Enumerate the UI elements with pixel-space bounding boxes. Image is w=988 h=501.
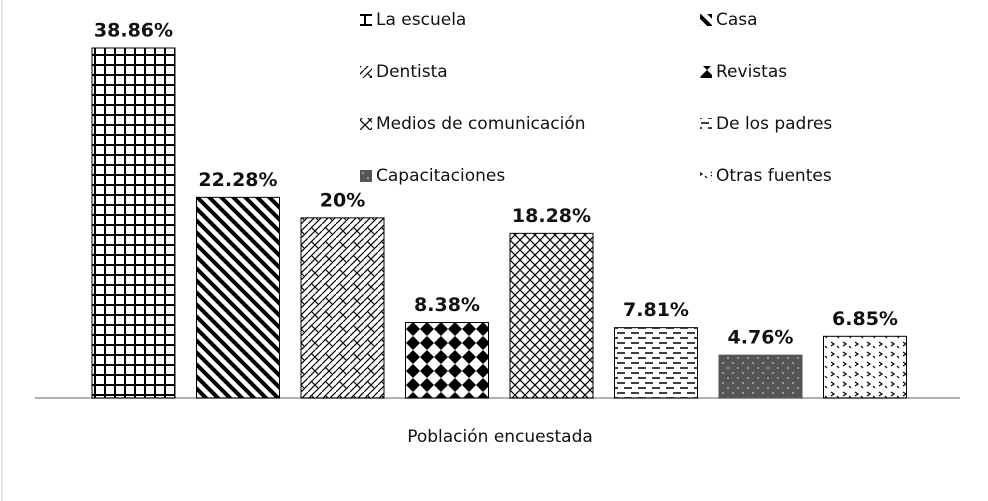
legend-label: La escuela [376, 10, 466, 30]
data-label: 22.28% [198, 169, 277, 191]
data-label: 7.81% [623, 299, 689, 321]
data-label: 18.28% [512, 205, 591, 227]
x-axis-label: Población encuestada [407, 427, 593, 447]
bar [509, 232, 594, 399]
legend-swatch [700, 118, 712, 130]
legend-label: Dentista [376, 62, 448, 82]
legend-label: Medios de comunicación [376, 114, 586, 134]
bar [196, 196, 280, 399]
legend-label: Revistas [716, 62, 787, 82]
data-label: 6.85% [832, 308, 898, 330]
legend-swatch [700, 170, 712, 182]
legend-swatch [700, 66, 712, 78]
legend-swatch [360, 14, 372, 26]
data-label: 4.76% [728, 327, 794, 349]
bar [405, 322, 489, 399]
data-label: 38.86% [94, 20, 173, 42]
legend-swatch [360, 170, 372, 182]
bar [614, 327, 698, 399]
legend-swatch [360, 66, 372, 78]
bar [823, 335, 907, 399]
bar [91, 47, 176, 399]
legend-swatch [360, 118, 372, 130]
legend-label: De los padres [716, 114, 832, 134]
legend-label: Casa [716, 10, 758, 30]
data-label: 8.38% [414, 294, 480, 316]
legend-swatch [700, 14, 712, 26]
legend-label: Otras fuentes [716, 166, 832, 186]
bar [300, 217, 385, 399]
bar [718, 354, 803, 399]
legend-label: Capacitaciones [376, 166, 505, 186]
data-label: 20% [320, 189, 365, 211]
